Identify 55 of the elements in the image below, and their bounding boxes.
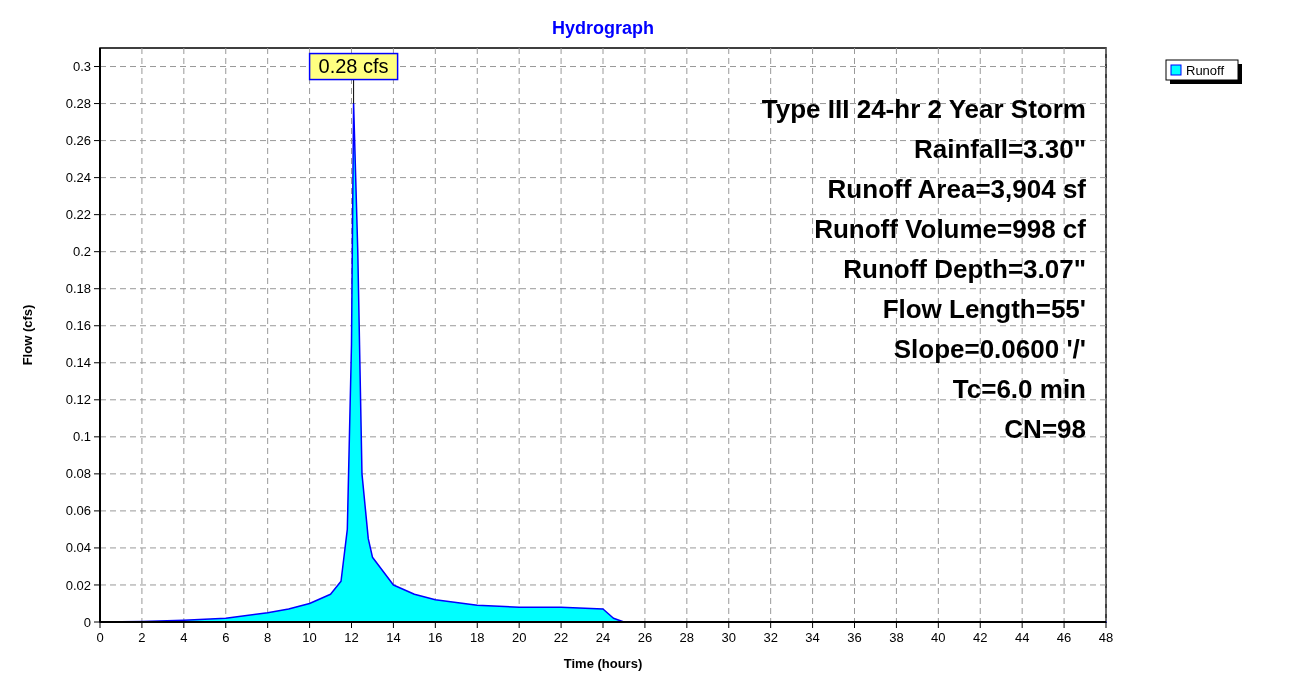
x-tick-label: 6: [222, 630, 230, 645]
annotation: Tc=6.0 min: [952, 374, 1086, 404]
annotation: Flow Length=55': [882, 294, 1086, 324]
x-tick-label: 8: [264, 630, 272, 645]
y-tick-label: 0.16: [65, 318, 91, 334]
x-axis-title: Time (hours): [563, 656, 643, 671]
x-tick-label: 30: [721, 630, 736, 645]
y-tick-label: 0.2: [72, 244, 91, 260]
y-tick-label: 0.06: [65, 503, 91, 519]
annotation: Runoff Volume=998 cf: [814, 214, 1087, 244]
y-tick-label: 0.26: [65, 133, 91, 149]
x-tick-label: 20: [511, 630, 527, 645]
y-tick-label: 0.02: [65, 577, 91, 593]
y-tick-label: 0.28: [65, 96, 91, 112]
annotation: Type III 24-hr 2 Year Storm: [761, 94, 1086, 124]
x-tick-label: 28: [679, 630, 695, 645]
x-tick-label: 44: [1014, 630, 1030, 645]
x-tick-label: 34: [805, 630, 820, 645]
x-tick-label: 12: [344, 630, 359, 645]
y-tick-label: 0.22: [65, 207, 91, 223]
x-tick-label: 24: [595, 630, 611, 645]
x-tick-label: 40: [931, 630, 946, 645]
y-tick-label: 0.18: [65, 281, 91, 297]
x-tick-label: 18: [470, 630, 485, 645]
annotation: Runoff Depth=3.07": [843, 254, 1086, 284]
y-tick-label: 0.04: [65, 540, 91, 556]
x-tick-label: 2: [138, 630, 146, 645]
y-tick-label: 0.3: [72, 59, 91, 75]
x-tick-label: 16: [428, 630, 443, 645]
y-tick-label: 0.24: [65, 170, 91, 186]
x-tick-label: 42: [973, 630, 988, 645]
x-tick-label: 26: [637, 630, 653, 645]
x-tick-label: 36: [847, 630, 862, 645]
x-tick-label: 38: [889, 630, 904, 645]
annotation: Slope=0.0600 '/': [893, 334, 1086, 364]
annotation: CN=98: [1004, 414, 1086, 444]
y-tick-label: 0: [83, 614, 91, 630]
y-tick-label: 0.1: [72, 429, 91, 445]
annotation: Runoff Area=3,904 sf: [827, 174, 1087, 204]
y-tick-label: 0.08: [65, 466, 91, 482]
annotation: Rainfall=3.30": [913, 134, 1086, 164]
x-tick-label: 10: [302, 630, 317, 645]
x-tick-label: 46: [1056, 630, 1072, 645]
y-axis-title: Flow (cfs): [20, 304, 35, 366]
x-tick-label: 4: [180, 630, 188, 645]
y-tick-label: 0.12: [65, 392, 91, 408]
y-tick-label: 0.14: [65, 355, 91, 371]
x-tick-label: 22: [553, 630, 569, 645]
chart-title: Hydrograph: [551, 18, 655, 38]
annotation: 0.28 cfs: [318, 54, 389, 77]
x-tick-label: 0: [96, 630, 104, 645]
x-tick-label: 14: [386, 630, 401, 645]
x-tick-label: 48: [1098, 630, 1114, 645]
x-tick-label: 32: [763, 630, 778, 645]
legend-label: Runoff: [1186, 63, 1225, 78]
